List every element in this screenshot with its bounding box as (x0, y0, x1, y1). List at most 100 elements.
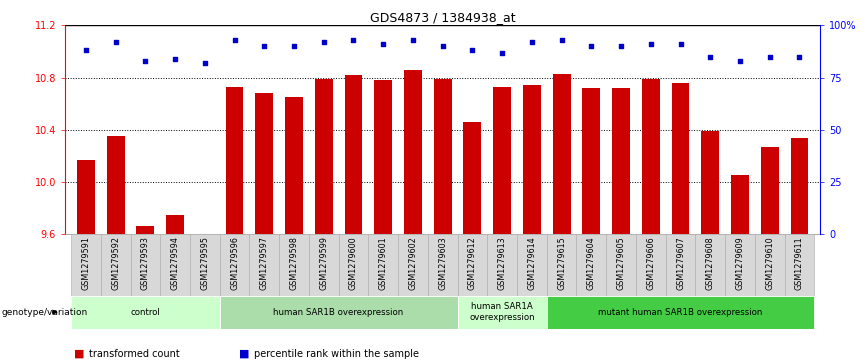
Point (496, 50, 510, 56)
Bar (107, 136, 125, 234)
Text: mutant human SAR1B overexpression: mutant human SAR1B overexpression (598, 308, 763, 317)
Bar (166, 215, 184, 234)
Bar (641, 79, 660, 234)
Point (108, 39, 122, 45)
Bar (374, 80, 392, 234)
Bar (493, 87, 511, 234)
Bar (464, 122, 482, 234)
Text: GSM1279599: GSM1279599 (319, 236, 328, 290)
Bar (523, 85, 541, 234)
Point (674, 41, 687, 47)
Text: genotype/variation: genotype/variation (2, 308, 88, 317)
Bar (226, 87, 244, 234)
Text: GSM1279607: GSM1279607 (676, 236, 685, 290)
Bar (345, 75, 363, 234)
Bar (576, 234, 606, 296)
Point (227, 37, 241, 43)
Text: GSM1279598: GSM1279598 (290, 236, 299, 290)
Bar (487, 234, 517, 296)
Bar (547, 234, 576, 296)
Text: GSM1279603: GSM1279603 (438, 236, 447, 290)
Bar (368, 234, 398, 296)
Bar (136, 226, 155, 234)
Bar (71, 234, 101, 296)
Bar (731, 175, 749, 234)
Text: transformed count: transformed count (89, 349, 181, 359)
Bar (339, 234, 368, 296)
Text: GSM1279613: GSM1279613 (497, 236, 507, 290)
Text: GSM1279596: GSM1279596 (230, 236, 239, 290)
Point (406, 37, 420, 43)
Bar (636, 234, 666, 296)
Text: GSM1279608: GSM1279608 (706, 236, 714, 290)
Point (792, 54, 806, 60)
Point (257, 44, 271, 49)
Point (317, 39, 331, 45)
Bar (760, 147, 779, 234)
Point (644, 41, 658, 47)
Bar (130, 234, 161, 296)
Text: GSM1279597: GSM1279597 (260, 236, 269, 290)
Bar (309, 234, 339, 296)
Text: GSM1279614: GSM1279614 (528, 236, 536, 290)
Bar (553, 74, 570, 234)
Bar (785, 234, 814, 296)
Bar (404, 70, 422, 234)
Text: GSM1279611: GSM1279611 (795, 236, 804, 290)
Bar (457, 234, 487, 296)
Text: GSM1279593: GSM1279593 (141, 236, 150, 290)
Text: GSM1279600: GSM1279600 (349, 236, 358, 290)
Text: GSM1279591: GSM1279591 (82, 236, 90, 290)
Bar (398, 234, 428, 296)
Text: ■: ■ (74, 349, 84, 359)
Bar (701, 131, 720, 234)
Bar (285, 97, 303, 234)
Text: GSM1279615: GSM1279615 (557, 236, 566, 290)
Point (584, 44, 598, 49)
Text: human SAR1A
overexpression: human SAR1A overexpression (470, 302, 535, 322)
Point (168, 56, 182, 62)
Point (376, 41, 390, 47)
Text: GSM1279610: GSM1279610 (766, 236, 774, 290)
Bar (71, 296, 220, 329)
Bar (190, 234, 220, 296)
Bar (220, 296, 457, 329)
Bar (606, 234, 636, 296)
Bar (161, 234, 190, 296)
Text: control: control (130, 308, 161, 317)
Bar (315, 79, 332, 234)
Text: GSM1279604: GSM1279604 (587, 236, 595, 290)
Point (79, 48, 93, 53)
Point (763, 54, 777, 60)
Text: GSM1279594: GSM1279594 (171, 236, 180, 290)
Bar (612, 88, 630, 234)
Bar (582, 88, 601, 234)
Bar (101, 234, 130, 296)
Title: GDS4873 / 1384938_at: GDS4873 / 1384938_at (370, 11, 516, 24)
Text: GSM1279602: GSM1279602 (409, 236, 418, 290)
Point (436, 44, 450, 49)
Text: percentile rank within the sample: percentile rank within the sample (254, 349, 419, 359)
Text: GSM1279609: GSM1279609 (735, 236, 745, 290)
Text: human SAR1B overexpression: human SAR1B overexpression (273, 308, 404, 317)
Point (615, 44, 628, 49)
Bar (791, 138, 808, 234)
Text: GSM1279595: GSM1279595 (201, 236, 209, 290)
Point (465, 48, 479, 53)
Text: GSM1279605: GSM1279605 (616, 236, 626, 290)
Bar (547, 296, 814, 329)
Bar (695, 234, 725, 296)
Bar (77, 160, 95, 234)
Text: GSM1279592: GSM1279592 (111, 236, 120, 290)
Point (555, 37, 569, 43)
Bar (457, 296, 547, 329)
Bar (220, 234, 249, 296)
Bar (666, 234, 695, 296)
Text: ■: ■ (239, 349, 249, 359)
Bar (434, 79, 451, 234)
Bar (672, 83, 689, 234)
Bar (249, 234, 279, 296)
Point (346, 37, 360, 43)
Point (703, 54, 717, 60)
Bar (517, 234, 547, 296)
